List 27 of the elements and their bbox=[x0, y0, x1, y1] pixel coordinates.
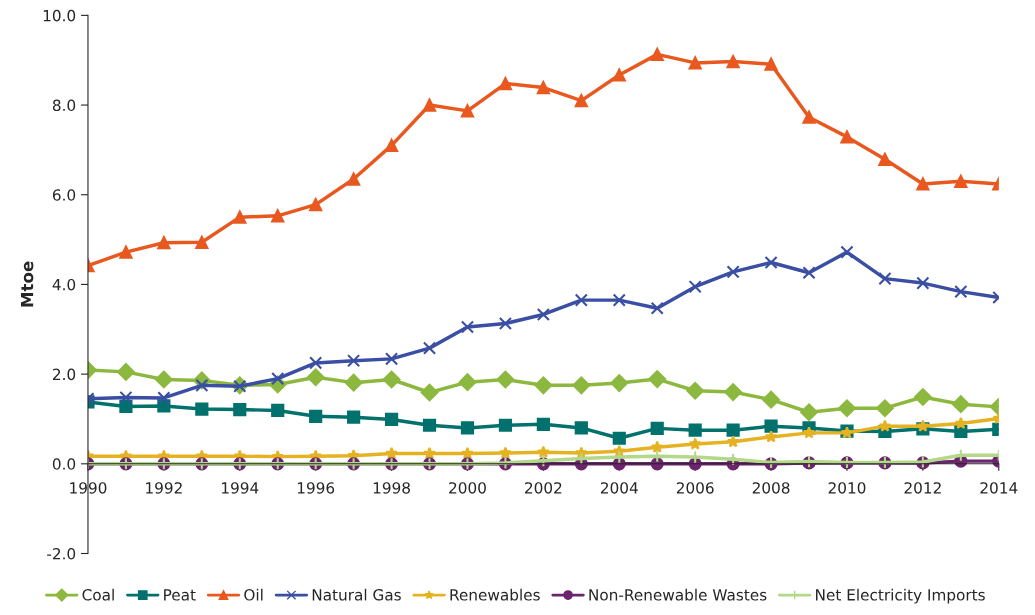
x-tick-label: 1992 bbox=[146, 482, 182, 494]
x-tick-label: 1994 bbox=[222, 482, 259, 494]
x-tick-label: 2010 bbox=[828, 482, 866, 494]
x-tick-label: 2006 bbox=[676, 482, 714, 494]
x-tick-label: 1998 bbox=[373, 482, 410, 494]
y-tick-label: 6.0 bbox=[52, 189, 76, 201]
y-tick-label: -2.0 bbox=[47, 547, 76, 560]
x-tick-label: 2002 bbox=[525, 482, 562, 494]
x-tick-label: 2008 bbox=[752, 482, 790, 494]
x-tick-label: 2004 bbox=[600, 482, 638, 494]
legend-label: Non-Renewable Wastes bbox=[589, 588, 767, 601]
legend-label: Oil bbox=[244, 588, 263, 601]
x-tick-label: 2012 bbox=[904, 482, 941, 494]
x-tick-label: 1996 bbox=[297, 482, 335, 494]
y-tick-label: 4.0 bbox=[52, 278, 76, 291]
y-tick-label: 8.0 bbox=[52, 99, 76, 112]
legend-label: Net Electricity Imports bbox=[816, 588, 985, 604]
x-tick-label: 2014 bbox=[980, 482, 1018, 494]
y-tick-label: 2.0 bbox=[52, 368, 76, 381]
legend-label: Renewables bbox=[450, 588, 540, 601]
y-axis-title: Mtoe bbox=[20, 261, 34, 307]
legend-label: Natural Gas bbox=[312, 588, 401, 601]
y-tick-label: 10.0 bbox=[43, 9, 76, 22]
x-tick-label: 2000 bbox=[449, 482, 486, 494]
legend-label: Peat bbox=[164, 589, 196, 601]
y-tick-label: 0.0 bbox=[52, 458, 76, 470]
legend-label: Coal bbox=[82, 588, 114, 601]
